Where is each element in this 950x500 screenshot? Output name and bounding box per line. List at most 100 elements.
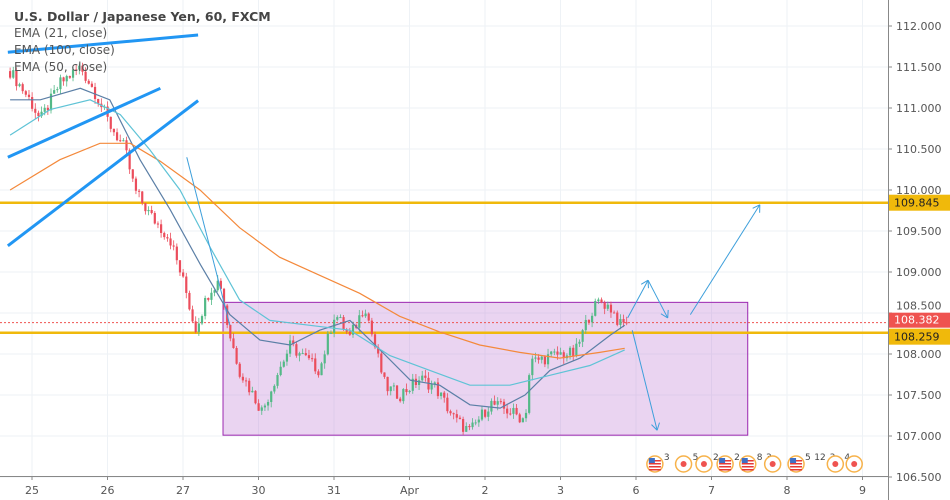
candle bbox=[282, 361, 285, 367]
candle bbox=[433, 382, 436, 384]
legend-ema-50[interactable]: EMA (50, close) bbox=[14, 60, 108, 74]
candle bbox=[606, 304, 609, 309]
arrow-line[interactable] bbox=[647, 279, 669, 319]
candle bbox=[134, 178, 138, 191]
flag-stripe bbox=[719, 463, 732, 465]
candle bbox=[609, 304, 613, 313]
candle bbox=[27, 94, 31, 98]
event-dot bbox=[769, 461, 776, 467]
candle bbox=[24, 91, 27, 95]
candle bbox=[65, 76, 68, 82]
price-tick-label: 112.000 bbox=[896, 20, 942, 33]
trendline[interactable] bbox=[186, 157, 231, 326]
candle bbox=[295, 344, 298, 356]
candle bbox=[518, 414, 521, 423]
events[interactable]: 35228351234 bbox=[646, 453, 863, 473]
arrow-line[interactable] bbox=[631, 330, 658, 431]
event-dot bbox=[832, 461, 839, 467]
candle bbox=[323, 354, 326, 364]
candle bbox=[515, 407, 518, 415]
trendline[interactable] bbox=[6, 99, 200, 247]
candle bbox=[241, 376, 244, 381]
candle bbox=[556, 351, 559, 355]
candle bbox=[537, 357, 540, 360]
candle bbox=[34, 108, 37, 113]
time-tick-label: 9 bbox=[859, 484, 866, 497]
candle bbox=[9, 71, 12, 78]
candle bbox=[370, 320, 373, 335]
drawings[interactable] bbox=[6, 33, 761, 431]
candle bbox=[468, 426, 471, 428]
legend-ema-21[interactable]: EMA (21, close) bbox=[14, 26, 108, 40]
candle bbox=[493, 400, 496, 405]
candle bbox=[386, 376, 389, 392]
legend: U.S. Dollar / Japanese Yen, 60, FXCM EMA… bbox=[14, 8, 271, 76]
trendline[interactable] bbox=[7, 33, 199, 54]
candle bbox=[260, 407, 263, 411]
candle bbox=[408, 390, 411, 393]
candle bbox=[97, 98, 100, 104]
candle bbox=[600, 299, 603, 303]
candle bbox=[285, 353, 289, 362]
candle bbox=[15, 70, 18, 87]
candle bbox=[590, 315, 594, 323]
candle bbox=[348, 331, 351, 335]
candle bbox=[421, 375, 424, 381]
candle bbox=[474, 422, 477, 424]
candle bbox=[78, 65, 81, 70]
candle bbox=[59, 77, 62, 90]
price-tick-label: 110.500 bbox=[896, 143, 942, 156]
event-count: 2 bbox=[713, 453, 719, 463]
flag-stripe bbox=[719, 469, 732, 471]
candle bbox=[53, 90, 56, 94]
time-tick-label: 2 bbox=[482, 484, 489, 497]
candle bbox=[178, 260, 182, 273]
event-dot bbox=[680, 461, 687, 467]
arrow-head-icon bbox=[651, 422, 660, 431]
legend-ema-100[interactable]: EMA (100, close) bbox=[14, 43, 115, 57]
price-axis-bg bbox=[888, 0, 950, 500]
candle bbox=[288, 340, 292, 354]
candle bbox=[581, 330, 584, 342]
candle bbox=[156, 223, 160, 225]
ema-line-100 bbox=[9, 142, 625, 359]
candle bbox=[553, 351, 556, 353]
candle bbox=[200, 316, 204, 324]
trendline[interactable] bbox=[7, 86, 161, 159]
price-tick-label: 109.500 bbox=[896, 225, 942, 238]
arrow-line[interactable] bbox=[689, 204, 761, 315]
candle bbox=[163, 232, 166, 238]
candle bbox=[402, 389, 405, 402]
candle bbox=[575, 343, 578, 357]
candle bbox=[147, 209, 150, 212]
candle bbox=[204, 297, 207, 317]
price-tick-label: 107.500 bbox=[896, 389, 942, 402]
ema-line-50 bbox=[9, 99, 625, 386]
level-label: 109.845 bbox=[894, 197, 940, 210]
candle bbox=[546, 354, 550, 365]
arrow-line[interactable] bbox=[627, 279, 649, 319]
time-tick-label: 30 bbox=[252, 484, 266, 497]
candle bbox=[49, 93, 53, 111]
candle bbox=[40, 111, 43, 117]
candle bbox=[298, 353, 301, 356]
candle bbox=[43, 107, 46, 112]
candle bbox=[153, 212, 156, 224]
time-tick-label: 26 bbox=[101, 484, 115, 497]
candle bbox=[540, 356, 543, 360]
candle bbox=[550, 351, 553, 355]
level-label-bg bbox=[889, 194, 950, 211]
candle bbox=[345, 329, 348, 332]
candle bbox=[93, 86, 97, 99]
candle bbox=[361, 315, 364, 317]
candle bbox=[229, 324, 232, 339]
candle bbox=[622, 318, 625, 323]
candle bbox=[351, 324, 355, 335]
candle bbox=[317, 371, 320, 376]
candle bbox=[367, 313, 370, 321]
candle bbox=[389, 386, 392, 392]
candle bbox=[568, 347, 572, 356]
time-tick-label: 25 bbox=[25, 484, 39, 497]
candle bbox=[235, 347, 238, 364]
